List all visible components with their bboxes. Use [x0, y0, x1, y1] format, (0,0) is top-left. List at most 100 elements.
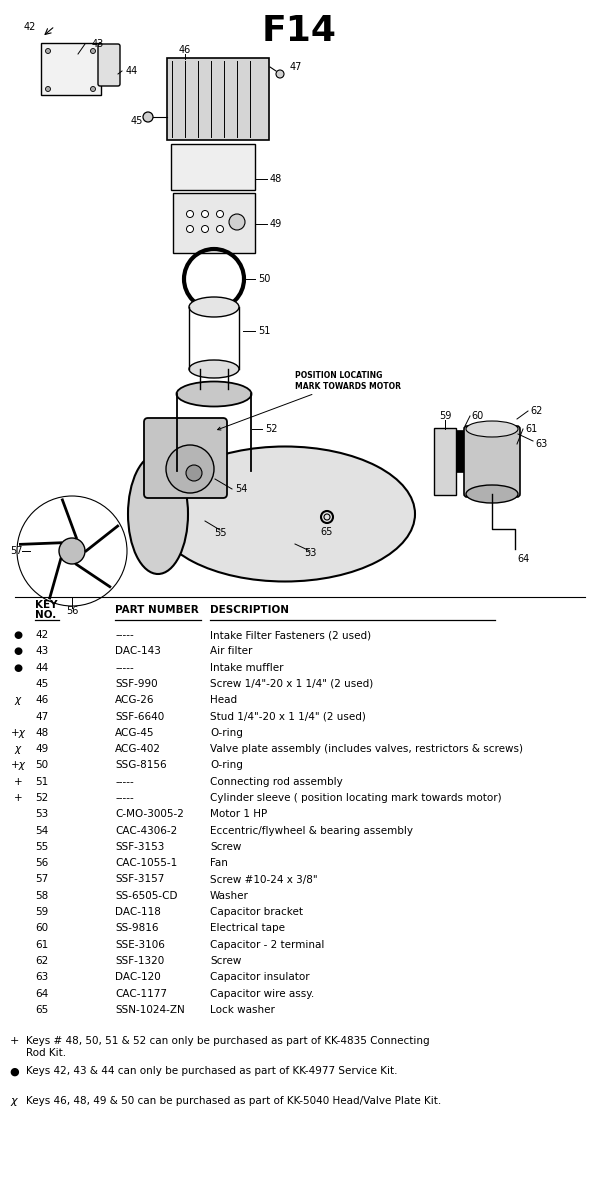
Text: 49: 49	[35, 744, 49, 754]
Text: Connecting rod assembly: Connecting rod assembly	[210, 776, 343, 787]
Text: SSG-8156: SSG-8156	[115, 761, 167, 770]
Text: 65: 65	[35, 1005, 49, 1015]
Text: ACG-402: ACG-402	[115, 744, 161, 754]
Text: SSF-6640: SSF-6640	[115, 711, 164, 722]
Text: χ: χ	[15, 696, 21, 705]
Ellipse shape	[177, 459, 252, 484]
Text: Washer: Washer	[210, 891, 249, 901]
Circle shape	[166, 445, 214, 493]
Circle shape	[46, 49, 50, 54]
Text: 60: 60	[35, 924, 48, 933]
FancyBboxPatch shape	[98, 44, 120, 86]
Text: 64: 64	[35, 988, 49, 999]
Text: Fan: Fan	[210, 858, 228, 868]
Text: Capacitor insulator: Capacitor insulator	[210, 973, 310, 982]
Text: CAC-1177: CAC-1177	[115, 988, 167, 999]
Text: 45: 45	[131, 117, 143, 126]
Text: Keys # 48, 50, 51 & 52 can only be purchased as part of KK-4835 Connecting
Rod K: Keys # 48, 50, 51 & 52 can only be purch…	[26, 1036, 429, 1058]
Text: Intake Filter Fasteners (2 used): Intake Filter Fasteners (2 used)	[210, 630, 371, 640]
Text: Stud 1/4"-20 x 1 1/4" (2 used): Stud 1/4"-20 x 1 1/4" (2 used)	[210, 711, 366, 722]
Text: +: +	[14, 776, 22, 787]
Text: SSF-1320: SSF-1320	[115, 956, 164, 965]
Ellipse shape	[189, 360, 239, 378]
Text: O-ring: O-ring	[210, 761, 243, 770]
Text: SSF-3157: SSF-3157	[115, 874, 164, 885]
FancyBboxPatch shape	[456, 430, 466, 472]
Circle shape	[186, 210, 193, 218]
Text: 62: 62	[530, 405, 542, 416]
Text: 64: 64	[517, 554, 530, 564]
Circle shape	[143, 112, 153, 122]
Text: SS-6505-CD: SS-6505-CD	[115, 891, 177, 901]
Text: Capacitor - 2 terminal: Capacitor - 2 terminal	[210, 939, 325, 950]
Text: 54: 54	[235, 484, 247, 493]
FancyBboxPatch shape	[41, 43, 101, 95]
Text: 51: 51	[35, 776, 49, 787]
Text: 42: 42	[35, 630, 49, 640]
Ellipse shape	[177, 382, 252, 407]
Text: Air filter: Air filter	[210, 647, 252, 656]
Text: -----: -----	[115, 630, 134, 640]
FancyBboxPatch shape	[464, 426, 520, 497]
FancyBboxPatch shape	[167, 58, 269, 140]
Text: 46: 46	[179, 45, 191, 55]
Text: 59: 59	[35, 907, 49, 917]
Text: F14: F14	[262, 14, 337, 48]
Text: DAC-143: DAC-143	[115, 647, 161, 656]
Text: O-ring: O-ring	[210, 728, 243, 738]
Text: -----: -----	[115, 776, 134, 787]
Text: Motor 1 HP: Motor 1 HP	[210, 810, 267, 819]
Text: 56: 56	[35, 858, 49, 868]
Text: 50: 50	[258, 273, 270, 284]
Circle shape	[216, 210, 223, 218]
Text: 61: 61	[525, 424, 537, 434]
Text: ●: ●	[14, 630, 23, 640]
Text: ACG-26: ACG-26	[115, 696, 155, 705]
Text: Keys 42, 43 & 44 can only be purchased as part of KK-4977 Service Kit.: Keys 42, 43 & 44 can only be purchased a…	[26, 1067, 398, 1076]
Text: 44: 44	[126, 67, 138, 76]
Text: 50: 50	[35, 761, 48, 770]
Text: ●: ●	[14, 662, 23, 673]
Text: 53: 53	[304, 548, 316, 558]
Text: 55: 55	[214, 528, 226, 537]
Text: ●: ●	[14, 647, 23, 656]
Circle shape	[229, 214, 245, 229]
Text: KEY: KEY	[35, 600, 58, 610]
Text: Screw 1/4"-20 x 1 1/4" (2 used): Screw 1/4"-20 x 1 1/4" (2 used)	[210, 679, 373, 688]
Text: SSF-3153: SSF-3153	[115, 842, 164, 851]
Text: 56: 56	[66, 606, 78, 616]
Text: Cylinder sleeve ( position locating mark towards motor): Cylinder sleeve ( position locating mark…	[210, 793, 501, 803]
Text: 43: 43	[35, 647, 49, 656]
Ellipse shape	[466, 485, 518, 503]
Text: ●: ●	[9, 1067, 19, 1076]
Text: 61: 61	[35, 939, 49, 950]
Text: PART NUMBER: PART NUMBER	[115, 605, 199, 615]
Text: 63: 63	[535, 439, 547, 449]
Text: 58: 58	[35, 891, 49, 901]
Text: χ: χ	[11, 1096, 17, 1106]
Text: Screw #10-24 x 3/8": Screw #10-24 x 3/8"	[210, 874, 317, 885]
Text: Eccentric/flywheel & bearing assembly: Eccentric/flywheel & bearing assembly	[210, 825, 413, 836]
Text: 63: 63	[35, 973, 49, 982]
Text: 57: 57	[35, 874, 49, 885]
Text: Intake muffler: Intake muffler	[210, 662, 283, 673]
Text: χ: χ	[15, 744, 21, 754]
Text: 48: 48	[270, 174, 282, 184]
Ellipse shape	[466, 421, 518, 438]
Text: 49: 49	[270, 219, 282, 229]
Text: 48: 48	[35, 728, 49, 738]
FancyBboxPatch shape	[171, 144, 255, 190]
Text: +: +	[10, 1036, 19, 1046]
Text: 55: 55	[35, 842, 49, 851]
Text: Capacitor wire assy.: Capacitor wire assy.	[210, 988, 314, 999]
Text: +χ: +χ	[11, 728, 25, 738]
Text: DAC-118: DAC-118	[115, 907, 161, 917]
Text: 47: 47	[35, 711, 49, 722]
Text: 43: 43	[92, 39, 104, 49]
Text: 46: 46	[35, 696, 49, 705]
Circle shape	[46, 87, 50, 92]
Circle shape	[90, 87, 95, 92]
Circle shape	[276, 70, 284, 78]
Text: Lock washer: Lock washer	[210, 1005, 275, 1015]
Text: Screw: Screw	[210, 956, 241, 965]
